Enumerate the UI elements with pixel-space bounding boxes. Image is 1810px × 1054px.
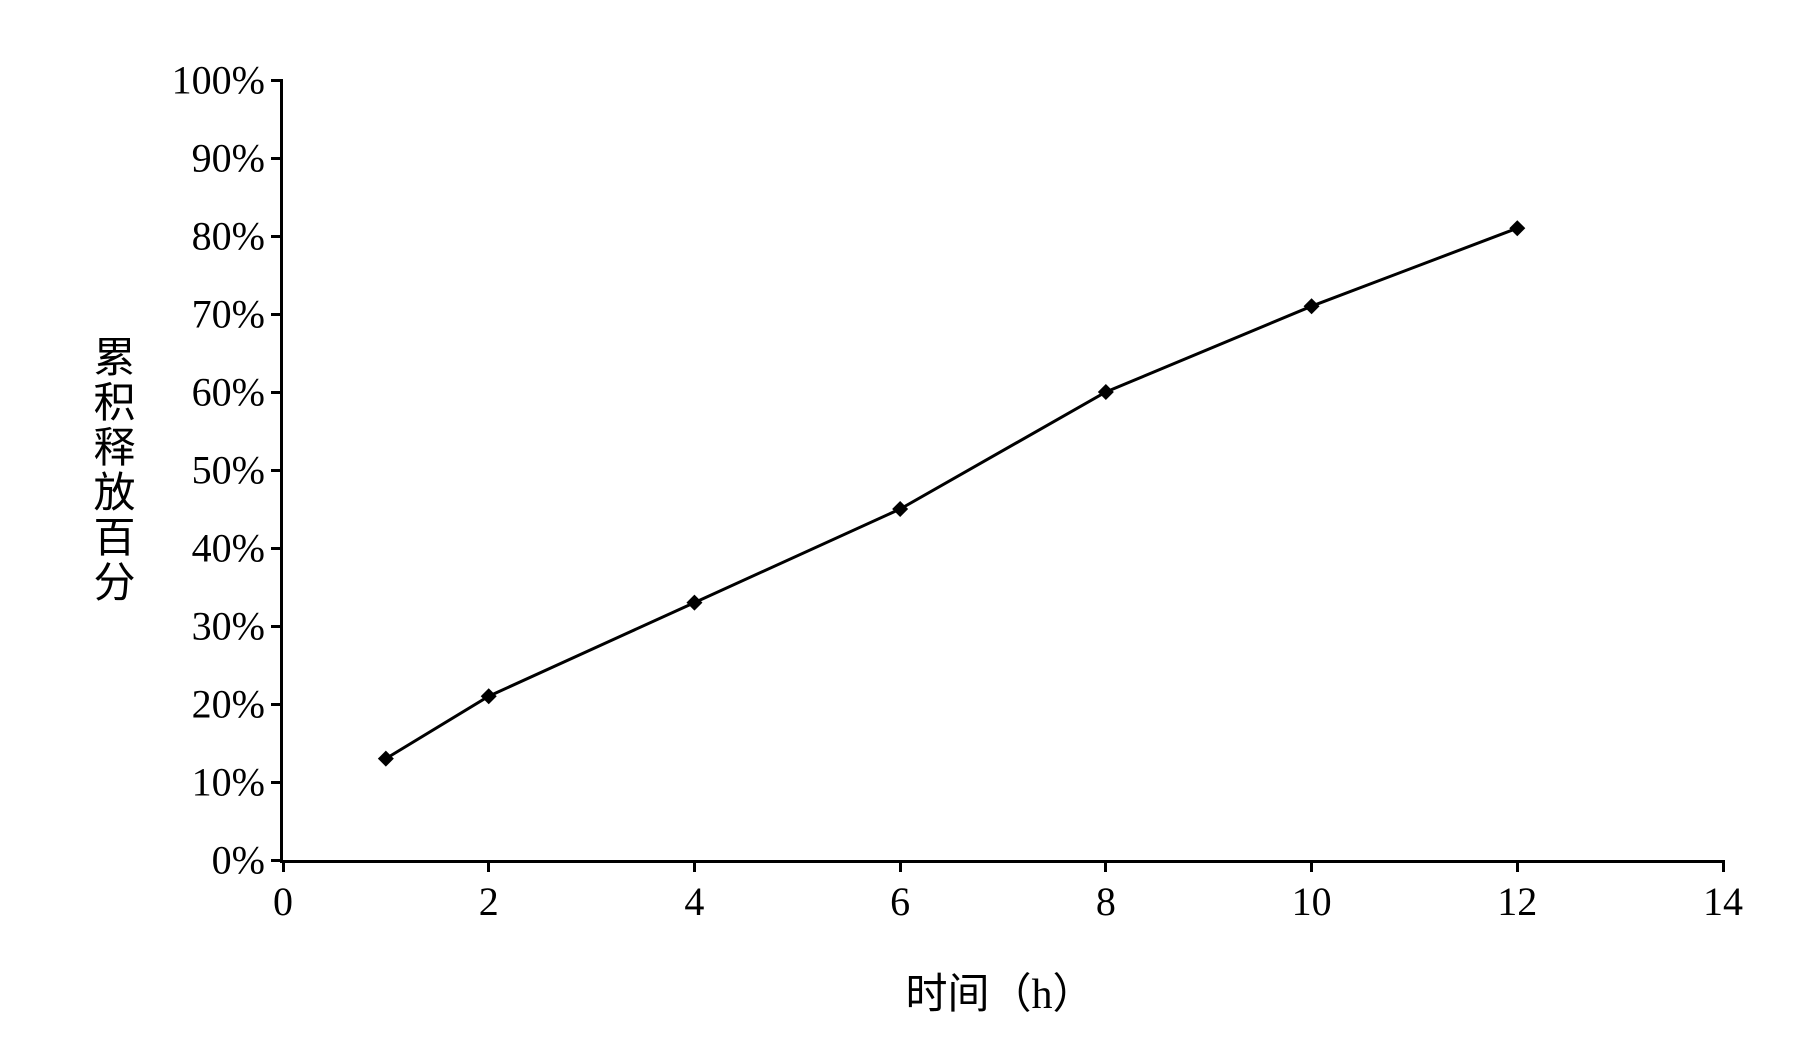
y-tick bbox=[271, 625, 283, 628]
data-marker bbox=[1098, 384, 1114, 400]
y-tick bbox=[271, 313, 283, 316]
y-tick-label: 80% bbox=[192, 213, 265, 260]
y-tick-label: 70% bbox=[192, 291, 265, 338]
y-tick bbox=[271, 79, 283, 82]
data-marker bbox=[686, 595, 702, 611]
line-layer bbox=[283, 80, 1723, 860]
x-tick bbox=[899, 860, 902, 872]
y-tick bbox=[271, 469, 283, 472]
x-tick-label: 6 bbox=[890, 878, 910, 925]
x-tick bbox=[1310, 860, 1313, 872]
x-tick-label: 2 bbox=[479, 878, 499, 925]
x-tick bbox=[693, 860, 696, 872]
x-tick-label: 8 bbox=[1096, 878, 1116, 925]
data-marker bbox=[1304, 298, 1320, 314]
y-tick-label: 60% bbox=[192, 369, 265, 416]
y-tick-label: 30% bbox=[192, 603, 265, 650]
x-tick bbox=[1722, 860, 1725, 872]
y-tick bbox=[271, 781, 283, 784]
y-tick-label: 100% bbox=[172, 57, 265, 104]
y-tick bbox=[271, 235, 283, 238]
y-tick bbox=[271, 547, 283, 550]
plot-area: 0%10%20%30%40%50%60%70%80%90%100%0246810… bbox=[280, 80, 1723, 863]
x-tick bbox=[282, 860, 285, 872]
x-tick-label: 4 bbox=[684, 878, 704, 925]
data-marker bbox=[481, 688, 497, 704]
y-tick bbox=[271, 157, 283, 160]
x-tick bbox=[487, 860, 490, 872]
x-axis-title: 时间（h） bbox=[905, 960, 1094, 1021]
x-tick bbox=[1516, 860, 1519, 872]
y-tick-label: 40% bbox=[192, 525, 265, 572]
y-tick-label: 20% bbox=[192, 681, 265, 728]
y-axis-title: 累积释放百分 bbox=[80, 335, 141, 605]
x-tick-label: 12 bbox=[1497, 878, 1537, 925]
x-tick-label: 14 bbox=[1703, 878, 1743, 925]
chart-container: 0% 10% 20% 30% 40% 50% 60% 70% 80% 90% 100% 0 2 4 6 8 10… bbox=[0, 0, 1810, 1054]
x-tick-label: 10 bbox=[1292, 878, 1332, 925]
y-tick-label: 90% bbox=[192, 135, 265, 182]
data-marker bbox=[892, 501, 908, 517]
y-tick-label: 10% bbox=[192, 759, 265, 806]
y-tick-label: 0% bbox=[212, 837, 265, 884]
data-marker bbox=[1509, 220, 1525, 236]
x-tick-label: 0 bbox=[273, 878, 293, 925]
data-marker bbox=[378, 751, 394, 767]
y-tick bbox=[271, 703, 283, 706]
data-line bbox=[386, 228, 1517, 758]
x-tick bbox=[1104, 860, 1107, 872]
y-tick bbox=[271, 391, 283, 394]
y-tick-label: 50% bbox=[192, 447, 265, 494]
